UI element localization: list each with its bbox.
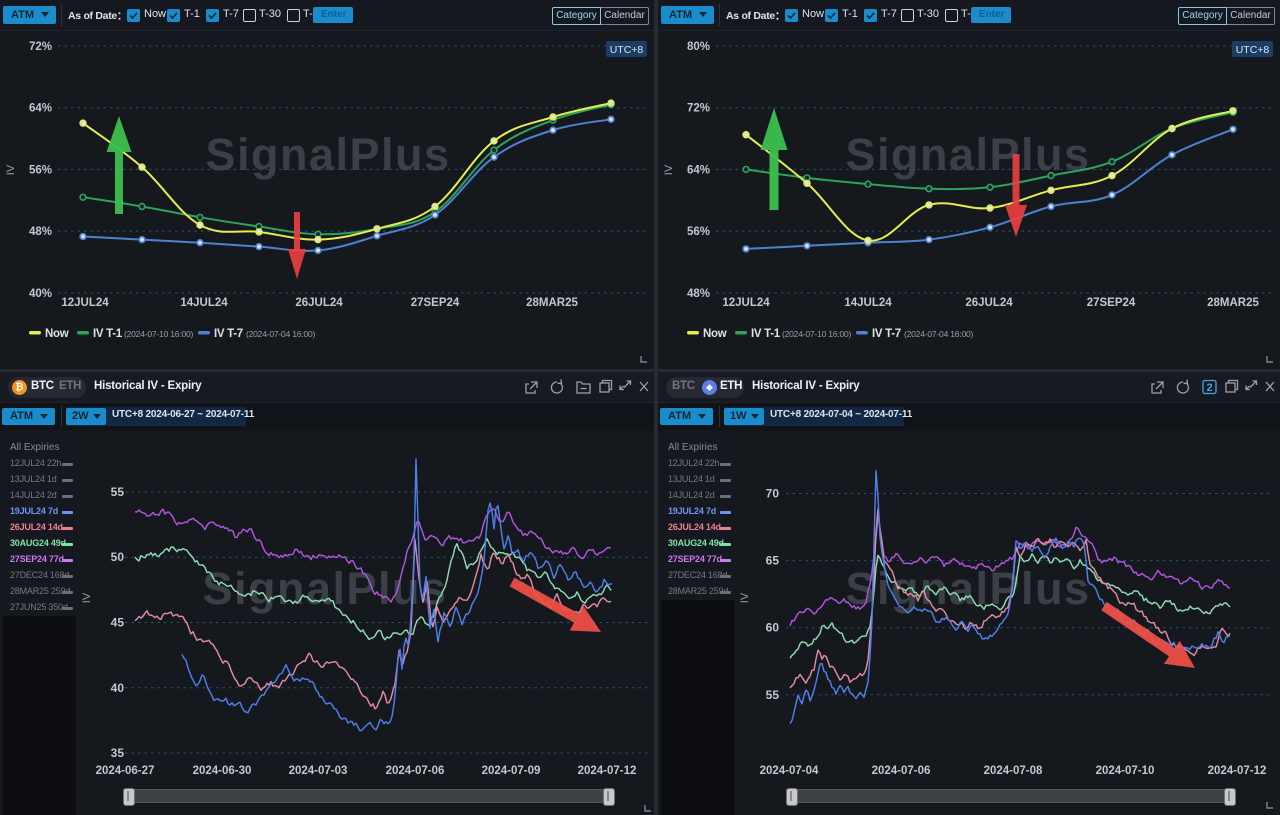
svg-text:48%: 48% [29,226,52,238]
svg-text:Now: Now [45,328,69,340]
svg-text:2024-06-27: 2024-06-27 [96,765,155,777]
svg-text:IV T-7: IV T-7 [872,328,901,340]
svg-text:60: 60 [766,621,780,635]
svg-text:2024-07-04: 2024-07-04 [760,765,819,777]
svg-text:(2024-07-04 16:00): (2024-07-04 16:00) [904,329,974,339]
svg-text:IV: IV [81,592,93,603]
svg-text:56%: 56% [687,226,710,238]
svg-text:2024-07-09: 2024-07-09 [482,765,541,777]
svg-text:IV T-1: IV T-1 [751,328,781,340]
svg-text:27SEP24: 27SEP24 [411,297,460,309]
svg-text:28MAR25: 28MAR25 [1207,297,1259,309]
svg-text:2024-06-30: 2024-06-30 [193,765,252,777]
svg-text:(2024-07-10 16:00): (2024-07-10 16:00) [782,329,852,339]
svg-text:40%: 40% [29,288,52,300]
svg-text:IV: IV [5,164,17,175]
svg-text:IV: IV [663,164,675,175]
svg-text:26JUL24: 26JUL24 [295,297,343,309]
svg-text:12JUL24: 12JUL24 [61,297,109,309]
svg-text:56%: 56% [29,164,52,176]
svg-text:64%: 64% [29,103,52,115]
svg-text:IV: IV [739,592,751,603]
svg-text:55: 55 [766,688,780,702]
svg-text:SignalPlus: SignalPlus [202,563,447,614]
svg-text:2: 2 [1206,382,1212,394]
svg-text:2024-07-10: 2024-07-10 [1096,765,1155,777]
svg-text:UTC+8: UTC+8 [1236,44,1270,56]
svg-text:UTC+8: UTC+8 [610,44,644,56]
svg-text:55: 55 [111,485,125,499]
svg-text:(2024-07-10 16:00): (2024-07-10 16:00) [124,329,194,339]
svg-text:28MAR25: 28MAR25 [526,297,578,309]
svg-text:80%: 80% [687,41,710,53]
svg-text:70: 70 [766,487,780,501]
svg-text:26JUL24: 26JUL24 [965,297,1013,309]
svg-text:2024-07-08: 2024-07-08 [984,765,1043,777]
svg-text:35: 35 [111,746,125,760]
svg-text:2024-07-06: 2024-07-06 [872,765,931,777]
svg-text:IV T-7: IV T-7 [214,328,243,340]
svg-text:Now: Now [703,328,727,340]
svg-text:SignalPlus: SignalPlus [205,129,450,180]
svg-text:50: 50 [111,550,125,564]
svg-text:65: 65 [766,554,780,568]
svg-text:14JUL24: 14JUL24 [844,297,892,309]
svg-text:64%: 64% [687,164,710,176]
svg-text:IV T-1: IV T-1 [93,328,123,340]
svg-text:72%: 72% [687,103,710,115]
svg-text:(2024-07-04 16:00): (2024-07-04 16:00) [246,329,316,339]
svg-text:2024-07-12: 2024-07-12 [578,765,637,777]
svg-text:72%: 72% [29,41,52,53]
svg-text:40: 40 [111,681,125,695]
svg-text:2024-07-03: 2024-07-03 [289,765,348,777]
svg-text:SignalPlus: SignalPlus [845,563,1090,614]
svg-text:14JUL24: 14JUL24 [180,297,228,309]
svg-text:12JUL24: 12JUL24 [722,297,770,309]
svg-text:27SEP24: 27SEP24 [1087,297,1136,309]
svg-text:48%: 48% [687,288,710,300]
svg-text:2024-07-06: 2024-07-06 [386,765,445,777]
svg-text:45: 45 [111,616,125,630]
svg-text:2024-07-12: 2024-07-12 [1208,765,1267,777]
svg-text:SignalPlus: SignalPlus [845,129,1090,180]
